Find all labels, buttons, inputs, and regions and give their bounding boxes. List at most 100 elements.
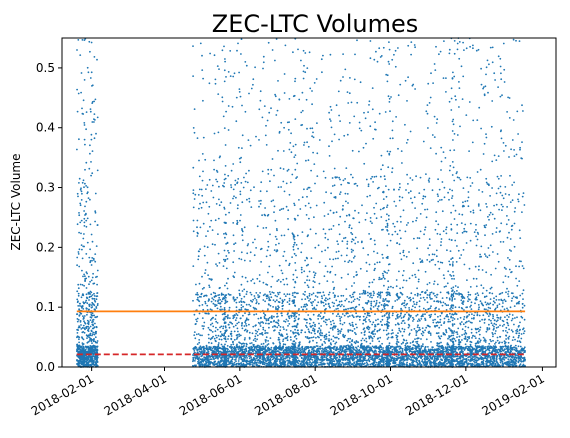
scatter-point [358,221,361,224]
scatter-point [83,210,85,212]
scatter-point [80,91,82,94]
scatter-point [487,315,490,317]
scatter-point [400,307,402,310]
scatter-point [386,294,388,297]
scatter-point [398,345,401,348]
scatter-point [94,98,97,101]
scatter-point [215,326,217,329]
scatter-point [232,197,234,200]
scatter-point [83,284,85,287]
scatter-point [284,343,287,346]
scatter-point [81,294,84,296]
scatter-point [383,323,386,326]
scatter-point [84,275,86,278]
scatter-point [410,308,413,311]
scatter-point [89,345,92,347]
scatter-point [475,49,478,52]
scatter-point [371,108,374,111]
scatter-point [453,149,456,152]
scatter-point [503,81,506,83]
scatter-point [287,168,290,171]
scatter-point [80,190,83,193]
scatter-point [88,167,91,170]
scatter-point [265,360,268,362]
scatter-point [440,146,443,149]
scatter-point [240,258,243,261]
scatter-point [371,340,374,342]
scatter-point [217,342,220,344]
scatter-point [78,212,80,214]
scatter-point [489,307,492,310]
scatter-point [221,345,224,348]
scatter-point [85,200,88,203]
scatter-point [498,293,501,295]
scatter-point [353,362,355,365]
scatter-point [398,183,401,185]
scatter-point [328,331,330,334]
scatter-point [240,301,243,303]
scatter-point [375,175,378,178]
scatter-point [485,303,488,306]
scatter-point [227,105,230,107]
scatter-point [412,220,414,223]
scatter-point [89,360,92,363]
scatter-point [331,362,333,365]
scatter-point [511,292,514,295]
scatter-point [470,341,473,344]
scatter-point [519,345,522,348]
scatter-point [285,277,288,280]
scatter-point [378,47,381,50]
scatter-point [81,257,84,260]
scatter-point [90,340,93,343]
scatter-point [371,222,373,225]
scatter-point [91,356,94,358]
scatter-point [80,346,83,348]
scatter-point [276,312,279,315]
scatter-point [503,150,505,152]
scatter-point [323,201,326,204]
scatter-point [255,302,258,305]
scatter-point [391,233,394,236]
scatter-point [269,304,272,307]
scatter-point [401,327,404,330]
scatter-point [314,272,317,275]
scatter-point [86,241,89,244]
scatter-point [268,298,271,300]
scatter-point [508,313,511,316]
scatter-point [416,294,419,297]
scatter-point [312,351,315,354]
scatter-point [95,298,98,301]
scatter-point [207,333,210,336]
scatter-point [495,295,498,298]
scatter-point [305,318,308,321]
scatter-point [325,338,328,340]
scatter-point [257,294,259,296]
scatter-point [277,301,280,303]
scatter-point [216,328,219,331]
scatter-point [442,356,445,359]
scatter-point [485,73,487,76]
scatter-point [301,91,304,94]
scatter-point [503,298,506,301]
scatter-point [289,142,292,144]
scatter-point [489,360,492,363]
scatter-point [306,321,308,324]
scatter-point [90,291,93,294]
scatter-point [472,211,475,214]
scatter-point [393,53,395,56]
scatter-point [300,306,303,308]
scatter-point [89,325,92,328]
scatter-point [77,294,80,297]
scatter-point [416,349,419,352]
scatter-point [500,78,503,81]
scatter-point [516,110,519,113]
scatter-point [491,332,494,334]
scatter-point [388,97,391,100]
scatter-point [244,337,246,339]
scatter-point [497,187,500,190]
scatter-point [358,121,361,124]
scatter-point [488,342,491,345]
scatter-point [243,295,246,298]
scatter-point [302,358,305,360]
scatter-point [495,203,498,206]
